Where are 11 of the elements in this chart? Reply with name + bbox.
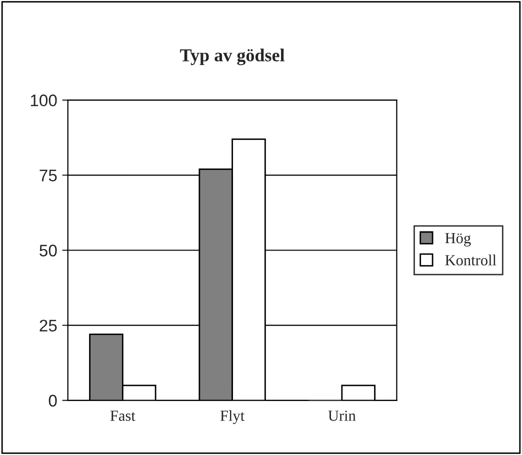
y-tick-label: 25	[40, 320, 57, 332]
y-tick-label: 50	[40, 244, 57, 256]
y-tick-label: 75	[40, 170, 57, 182]
legend-label: Kontroll	[445, 254, 496, 266]
y-tick-label: 100	[30, 94, 57, 106]
y-tick-label: 0	[48, 394, 57, 407]
x-tick-label: Flyt	[220, 410, 245, 424]
x-tick-label: Fast	[110, 410, 136, 421]
x-tick-label: Urin	[328, 410, 356, 421]
legend-label: Hög	[445, 233, 471, 246]
chart-title: Typ av gödsel	[180, 48, 284, 66]
